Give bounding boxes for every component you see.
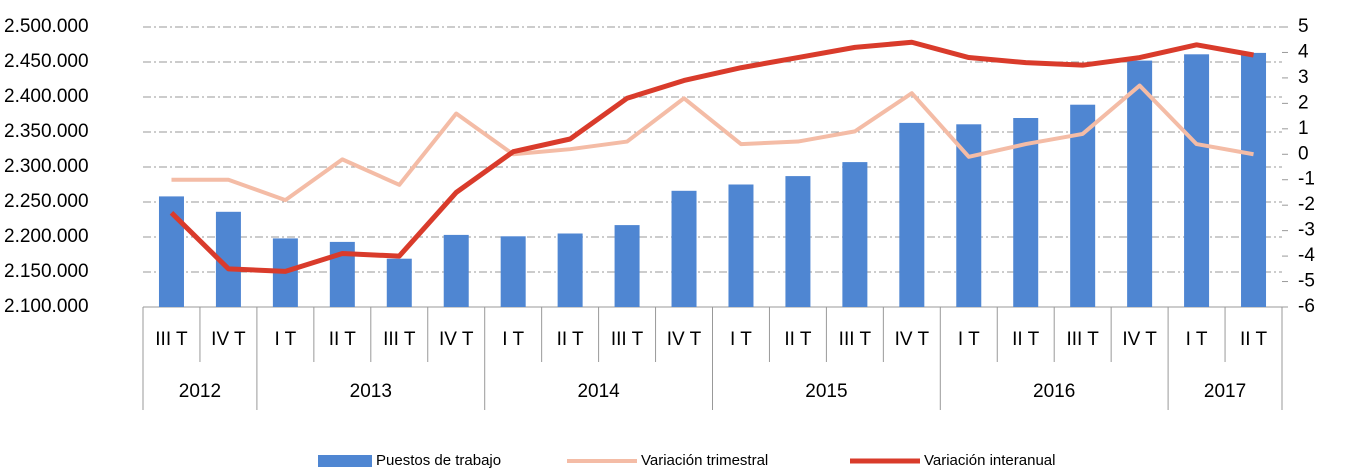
x-tick-label: II T <box>1012 329 1039 350</box>
legend-label: Variación trimestral <box>641 452 768 469</box>
line <box>169 39 1254 274</box>
x-tick-label: III T <box>839 329 872 350</box>
y2-tick-label: 3 <box>1298 67 1309 88</box>
y-tick-label: 2.100.000 <box>4 296 89 317</box>
x-tick-label: IV T <box>1122 329 1157 350</box>
y2-tick-label: 4 <box>1298 41 1309 62</box>
x-tick-label: I T <box>730 329 752 350</box>
legend-swatch <box>318 455 372 467</box>
y-tick-label: 2.500.000 <box>4 16 89 37</box>
x-tick-label: I T <box>958 329 980 350</box>
x-tick-label: IV T <box>895 329 930 350</box>
x-tick-label: III T <box>383 329 416 350</box>
year-label: 2012 <box>179 381 221 402</box>
legend-label: Variación interanual <box>924 452 1055 469</box>
bar <box>842 162 868 307</box>
y2-tick-label: -1 <box>1298 169 1315 190</box>
bar <box>899 122 925 308</box>
x-tick-label: I T <box>274 329 296 350</box>
y2-tick-label: -3 <box>1298 220 1315 241</box>
y2-tick-label: 0 <box>1298 143 1309 164</box>
year-label: 2013 <box>350 381 392 402</box>
x-tick-label: II T <box>1240 329 1267 350</box>
bar <box>557 233 583 307</box>
x-tick-label: IV T <box>211 329 246 350</box>
y-tick-label: 2.150.000 <box>4 261 89 282</box>
y2-tick-label: -5 <box>1298 271 1315 292</box>
y2-tick-label: -2 <box>1298 194 1315 215</box>
bar <box>1013 118 1039 307</box>
bar <box>386 258 412 307</box>
bar <box>1184 54 1210 307</box>
x-tick-label: IV T <box>439 329 474 350</box>
y2-tick-label: -4 <box>1298 245 1315 266</box>
y2-tick-label: 2 <box>1298 92 1309 113</box>
bar <box>1241 52 1267 308</box>
y-tick-label: 2.200.000 <box>4 226 89 247</box>
bar <box>785 176 811 307</box>
legend-label: Puestos de trabajo <box>376 452 501 469</box>
y-tick-label: 2.450.000 <box>4 51 89 72</box>
y-tick-label: 2.350.000 <box>4 121 89 142</box>
year-label: 2014 <box>577 381 620 402</box>
y-tick-label: 2.300.000 <box>4 156 89 177</box>
year-label: 2017 <box>1204 381 1246 402</box>
bar <box>671 190 697 307</box>
bar <box>614 225 640 307</box>
y2-tick-label: 5 <box>1298 16 1309 37</box>
x-tick-label: I T <box>1186 329 1208 350</box>
x-tick-label: IV T <box>667 329 702 350</box>
y2-tick-label: -6 <box>1298 296 1315 317</box>
bar <box>443 234 469 307</box>
y2-tick-label: 1 <box>1298 118 1309 139</box>
y-tick-label: 2.400.000 <box>4 86 89 107</box>
bar <box>728 184 754 307</box>
x-tick-label: II T <box>329 329 356 350</box>
year-label: 2016 <box>1033 381 1075 402</box>
x-tick-label: II T <box>784 329 811 350</box>
bar <box>1070 104 1096 307</box>
x-tick-label: III T <box>155 329 188 350</box>
x-tick-label: III T <box>611 329 644 350</box>
x-tick-label: III T <box>1066 329 1099 350</box>
bar <box>956 124 982 307</box>
bar <box>1127 60 1153 307</box>
bar <box>500 236 526 307</box>
x-tick-label: II T <box>557 329 584 350</box>
x-tick-label: I T <box>502 329 524 350</box>
line <box>171 83 1254 203</box>
year-label: 2015 <box>805 381 847 402</box>
y-tick-label: 2.250.000 <box>4 191 89 212</box>
